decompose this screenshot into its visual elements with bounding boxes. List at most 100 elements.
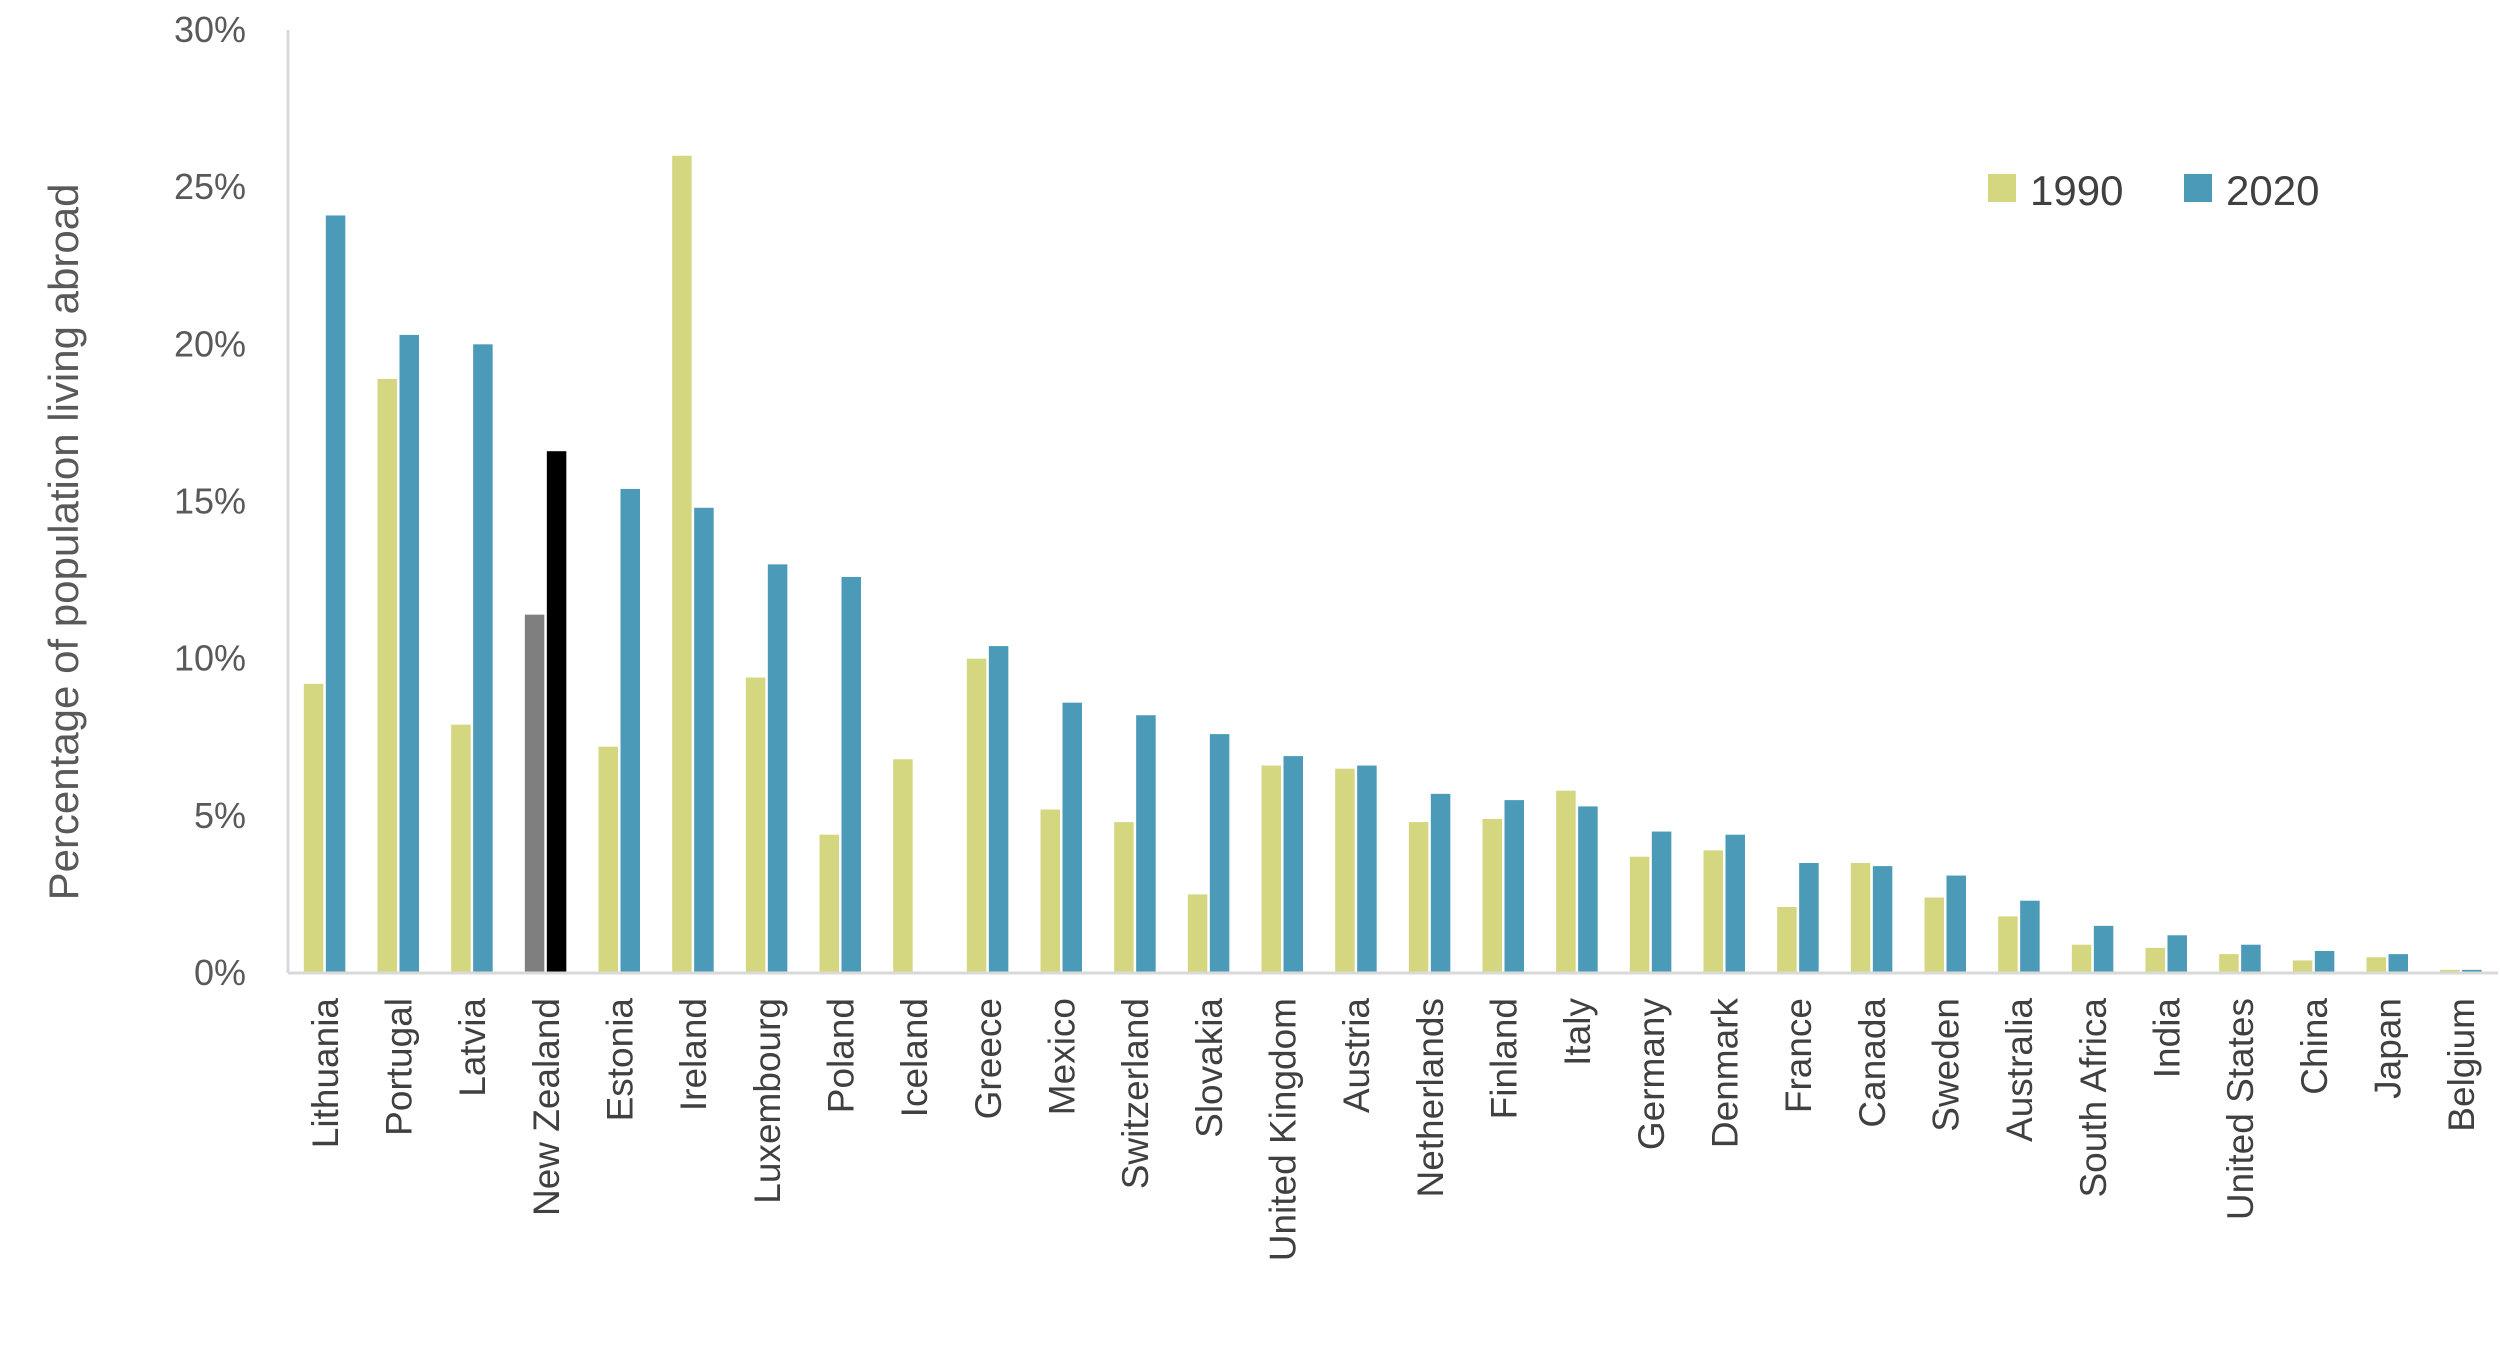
y-axis-title: Percentage of population living abroad [40, 184, 87, 901]
bar-1990-germany [1629, 856, 1650, 973]
bar-2020-latvia [473, 344, 493, 973]
bar-1990-mexico [1040, 809, 1060, 973]
x-category-label: France [1778, 998, 1819, 1113]
bar-2020-united-states [2241, 944, 2261, 973]
x-category-label: Lithuania [305, 998, 346, 1149]
bar-2020-germany [1651, 831, 1672, 973]
y-axis-ticks: 0% 5% 10% 15% 20% 25% 30% [174, 9, 246, 993]
bar-1990-switzerland [1114, 822, 1134, 973]
x-category-label: South Africa [2073, 998, 2114, 1198]
bar-1990-ireland [672, 155, 692, 973]
x-category-label: Sweden [1926, 998, 1967, 1132]
y-tick-label: 15% [174, 481, 246, 522]
legend-swatch-2020 [2184, 174, 2212, 202]
x-category-label: Estonia [600, 998, 641, 1122]
x-category-label: China [2294, 998, 2335, 1095]
bar-1990-united-states [2219, 954, 2239, 973]
bar-2020-finland [1504, 800, 1524, 973]
bar-2020-china [2314, 950, 2335, 973]
bar-2020-ireland [694, 507, 714, 973]
x-category-label: Denmark [1705, 998, 1746, 1149]
legend-label-1990: 1990 [2030, 167, 2123, 214]
x-category-label: Slovakia [1189, 998, 1230, 1138]
x-category-label: Finland [1484, 998, 1525, 1119]
bar-1990-lithuania [303, 683, 324, 973]
y-tick-label: 30% [174, 9, 246, 50]
y-tick-label: 25% [174, 166, 246, 207]
bar-1990-poland [819, 834, 839, 973]
x-category-label: Luxembourg [747, 998, 788, 1204]
bar-1990-slovakia [1187, 894, 1208, 973]
x-category-label: India [2147, 998, 2188, 1079]
legend: 1990 2020 [1988, 167, 2319, 214]
bar-2020-greece [988, 646, 1009, 973]
bar-1990-netherlands [1408, 822, 1429, 973]
x-category-label: Japan [2368, 998, 2409, 1099]
bar-1990-portugal [377, 378, 397, 973]
bar-1990-finland [1482, 818, 1502, 973]
bar-2020-sweden [1946, 875, 1966, 973]
bar-2020-india [2167, 935, 2187, 973]
bar-1990-greece [966, 658, 987, 973]
bar-2020-switzerland [1136, 715, 1156, 973]
bar-2020-united-kingdom [1283, 756, 1303, 973]
y-tick-label: 0% [194, 952, 246, 993]
bar-2020-belgium [2462, 969, 2482, 973]
legend-label-2020: 2020 [2226, 167, 2319, 214]
bar-1990-latvia [451, 724, 471, 973]
x-category-label: United Kingdom [1263, 998, 1304, 1261]
category-labels: Lithuania Portugal Latvia New Zealand Estoni… [305, 998, 2482, 1262]
bar-1990-canada [1850, 862, 1871, 973]
x-category-label: Australia [1999, 998, 2040, 1142]
bar-2020-slovakia [1209, 734, 1230, 973]
x-category-label: Belgium [2441, 998, 2482, 1132]
x-category-label: Iceland [894, 998, 935, 1117]
bar-2020-poland [841, 576, 861, 973]
bar-2020-australia [2020, 900, 2040, 973]
bar-2020-portugal [399, 334, 419, 973]
y-tick-label: 20% [174, 323, 246, 364]
y-tick-label: 10% [174, 638, 246, 679]
bar-2020-lithuania [325, 215, 346, 973]
bar-1990-france [1777, 906, 1797, 973]
x-category-label: Ireland [673, 998, 714, 1111]
x-category-label: Latvia [452, 998, 493, 1097]
bar-2020-japan [2388, 954, 2408, 973]
x-category-label: Portugal [379, 998, 420, 1136]
bar-2020-estonia [620, 488, 640, 973]
bar-2020-france [1799, 862, 1819, 973]
bar-2020-new-zealand [546, 451, 567, 973]
legend-swatch-1990 [1988, 174, 2016, 202]
bar-1990-belgium [2440, 969, 2460, 973]
bar-2020-italy [1578, 806, 1598, 973]
bar-1990-austria [1335, 768, 1355, 973]
x-category-label: Switzerland [1115, 998, 1156, 1189]
x-category-label: Mexico [1042, 998, 1083, 1115]
x-category-label: United States [2220, 998, 2261, 1220]
bar-1990-iceland [893, 759, 913, 973]
bar-1990-japan [2366, 957, 2386, 973]
y-tick-label: 5% [194, 795, 246, 836]
x-category-label: Canada [1852, 998, 1893, 1128]
bar-2020-luxembourg [767, 564, 788, 973]
bar-1990-denmark [1703, 850, 1723, 973]
bar-1990-new-zealand [524, 614, 545, 973]
bars [303, 155, 2482, 973]
bar-2020-south-africa [2093, 925, 2114, 973]
bar-1990-australia [1998, 916, 2018, 973]
x-category-label: Italy [1557, 998, 1598, 1066]
x-category-label: Austria [1336, 998, 1377, 1114]
bar-2020-netherlands [1430, 793, 1451, 973]
bar-1990-south-africa [2071, 944, 2092, 973]
bar-2020-denmark [1725, 834, 1745, 973]
bar-2020-canada [1872, 866, 1893, 973]
x-category-label: Poland [821, 998, 862, 1113]
x-category-label: Greece [968, 998, 1009, 1119]
bar-1990-sweden [1924, 897, 1944, 973]
bar-1990-china [2292, 960, 2313, 973]
bar-1990-italy [1556, 790, 1576, 973]
bar-1990-united-kingdom [1261, 765, 1281, 973]
x-category-label: New Zealand [526, 998, 567, 1216]
bar-2020-austria [1357, 765, 1377, 973]
